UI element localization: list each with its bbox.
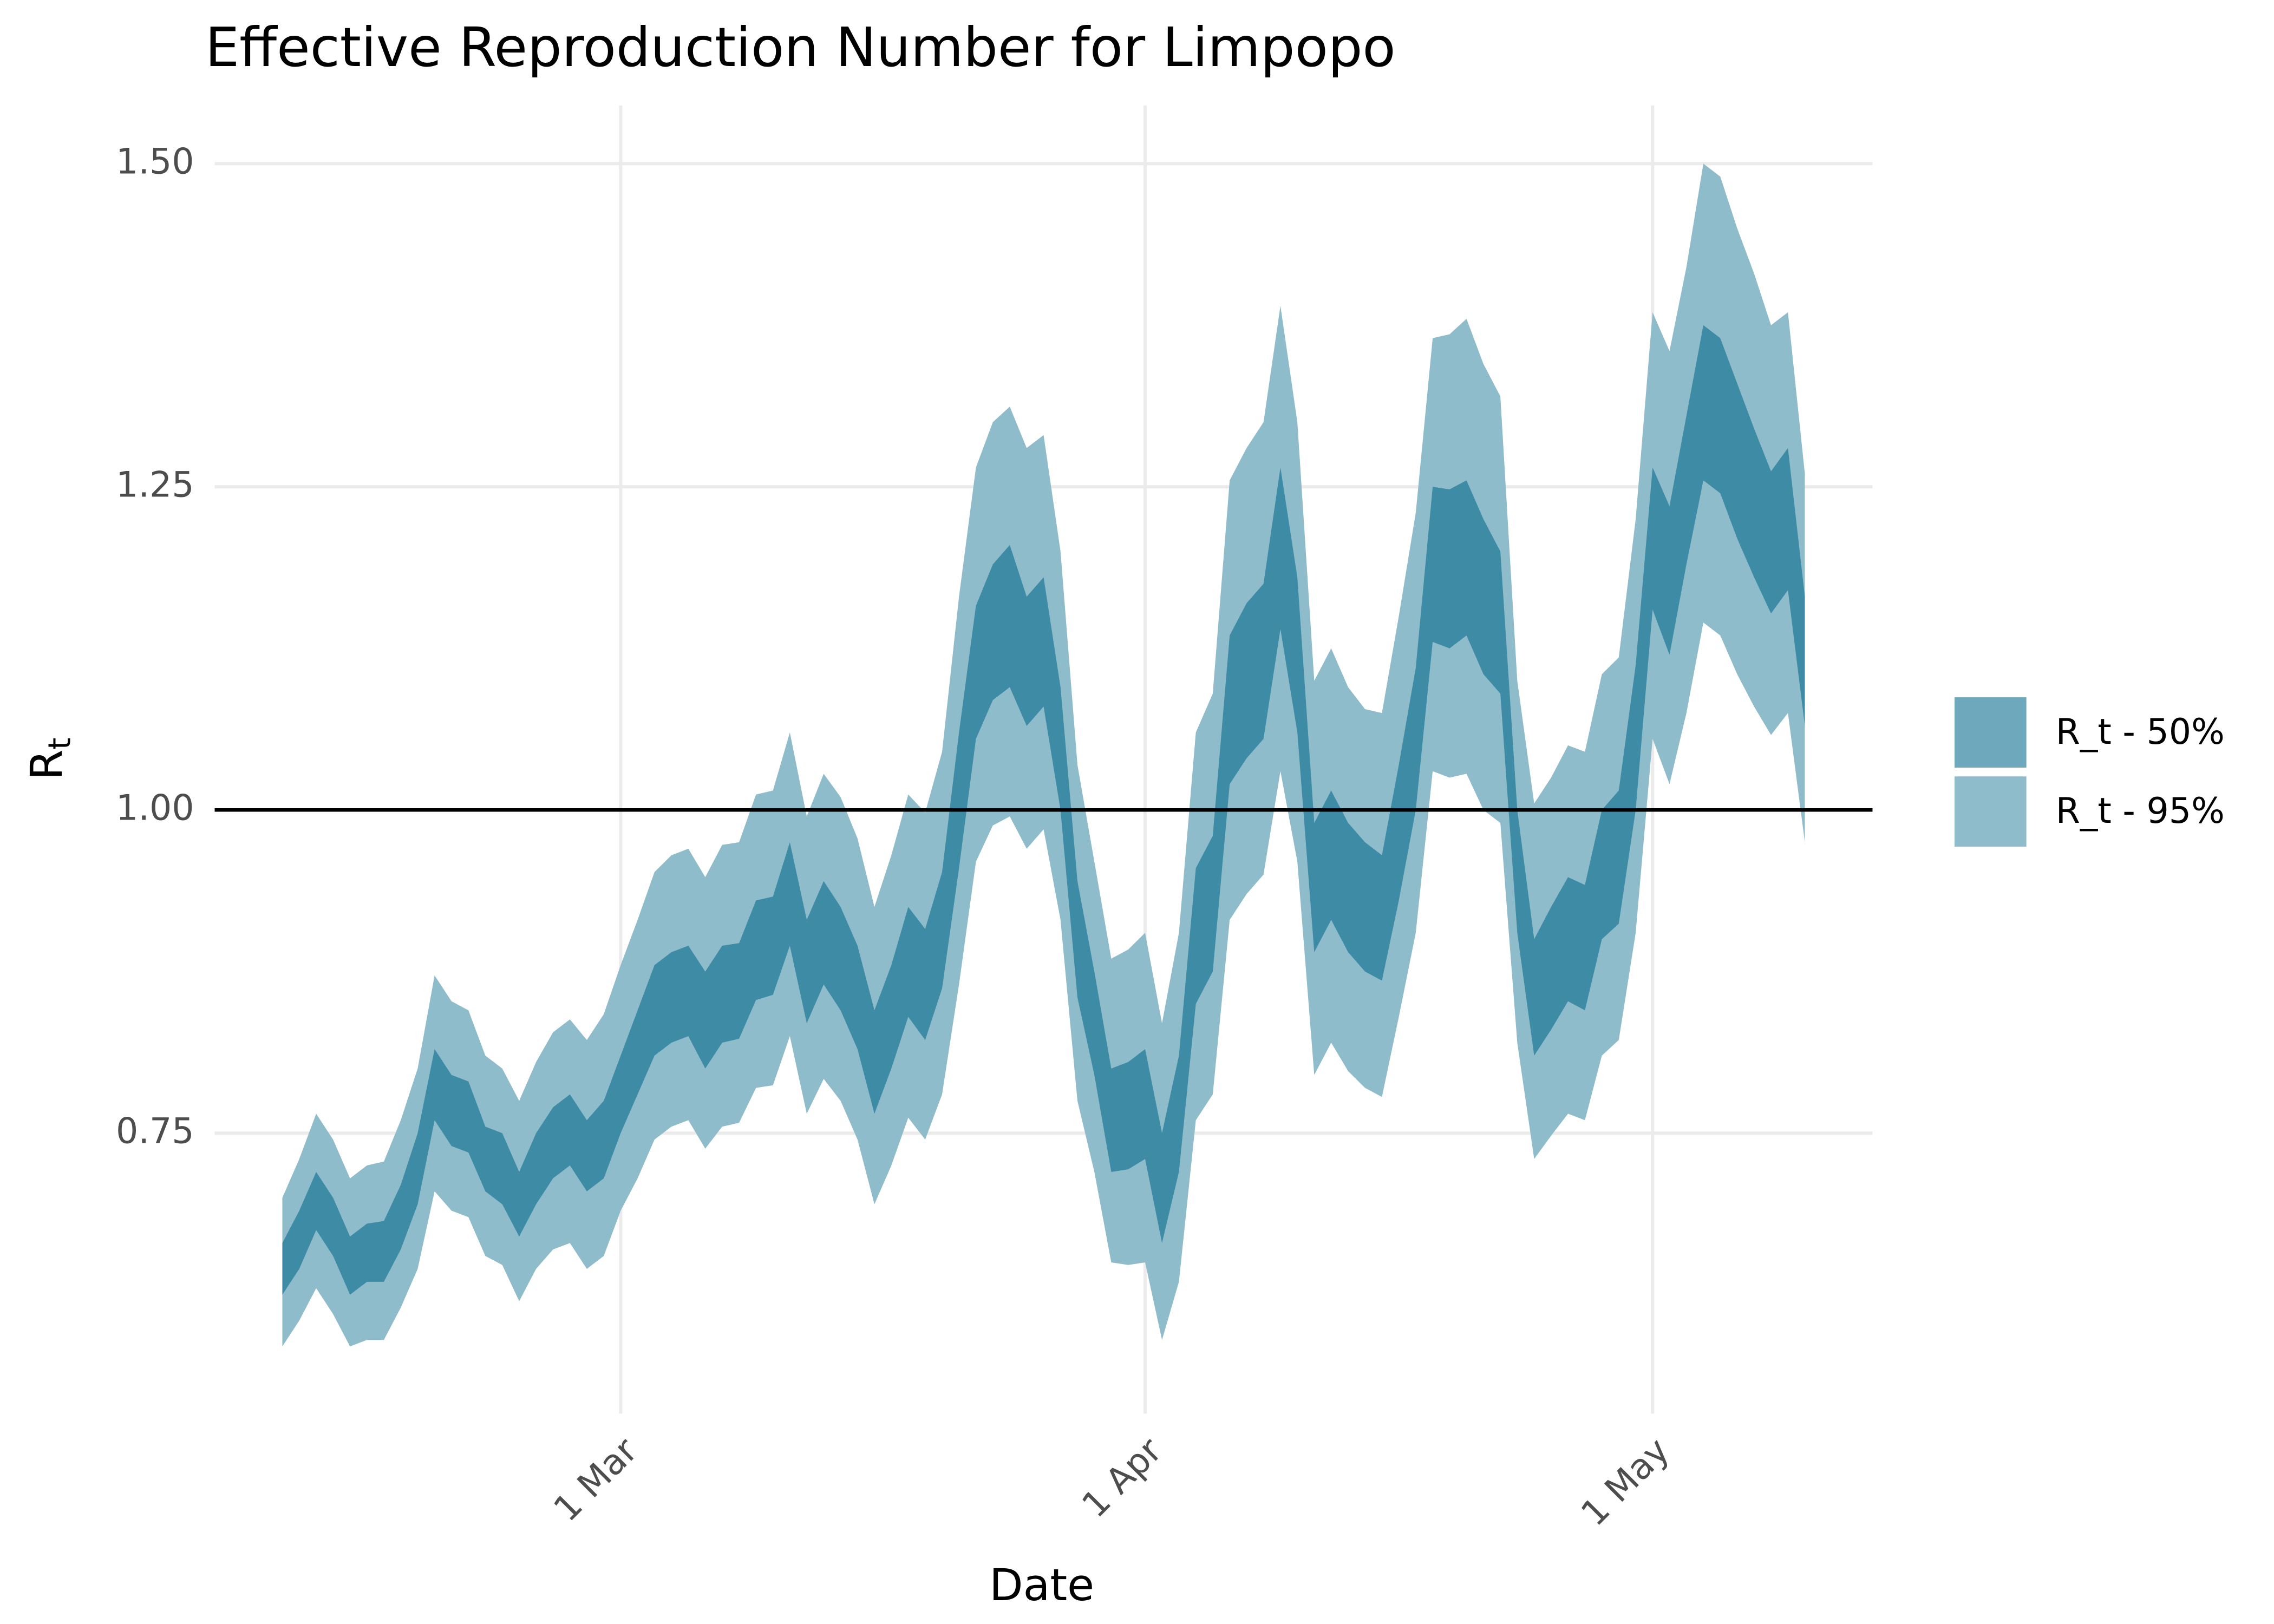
y-axis-label: Rt xyxy=(22,737,78,780)
y-tick-label: 1.25 xyxy=(116,464,194,505)
y-axis-label-main: R xyxy=(22,750,73,780)
chart-title: Effective Reproduction Number for Limpop… xyxy=(205,16,1396,79)
legend-swatch xyxy=(1955,697,2027,768)
legend-swatch xyxy=(1955,776,2027,847)
x-tick-label: 1 May xyxy=(1573,1430,1677,1534)
y-tick-label: 1.50 xyxy=(116,141,194,182)
x-tick-label: 1 Apr xyxy=(1074,1430,1169,1525)
x-tick-label: 1 Mar xyxy=(546,1430,646,1530)
legend-label: R_t - 50% xyxy=(2056,712,2225,752)
legend-label: R_t - 95% xyxy=(2056,791,2225,831)
y-axis-label-sub: t xyxy=(42,737,77,749)
x-axis-label: Date xyxy=(989,1560,1094,1611)
y-tick-label: 0.75 xyxy=(116,1111,194,1151)
y-tick-label: 1.00 xyxy=(116,788,194,828)
ribbon-band xyxy=(282,163,1805,1347)
